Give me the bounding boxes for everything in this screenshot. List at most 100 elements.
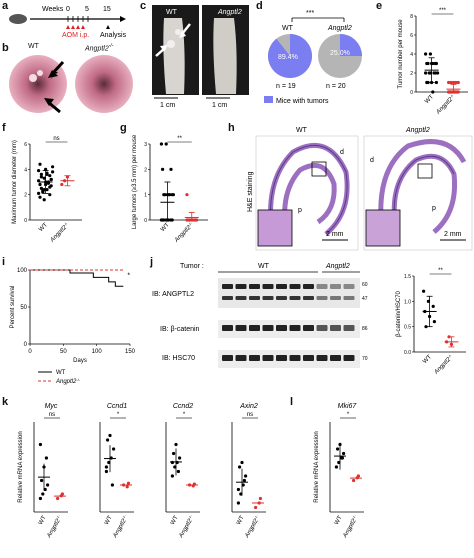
blot-band-angptl2 [343,284,355,289]
data-point-wt [340,456,344,460]
blot-band-hsc70 [330,355,341,361]
blot-band-angptl2 [330,284,341,289]
chart-survival: 0 50 100 0 50 100 150 Percent survival Days * WTAn… [10,268,136,385]
panel-label-c: c [140,0,147,12]
data-point-wt [433,71,437,75]
x-tick-label: WT [422,354,433,365]
sig-label: *** [439,8,447,14]
data-point-ko [454,80,458,85]
y-axis-label: Relative mRNA expression [18,431,24,502]
panel-f: f 0 2 4 6 Maximum tumor diameter (mm) WT Angpt… [0,122,90,252]
data-point-wt [110,483,114,487]
panel-i: i 0 50 100 0 50 100 150 Percent survival Days * WT… [0,256,148,390]
blot-band-beta-catenin [316,325,328,331]
svg-text:60: 60 [362,282,368,288]
svg-text:n = 20: n = 20 [326,83,346,90]
panel-e: e 0 2 4 6 8 Tumor number per mouse WT Angptl2-/… [376,0,474,116]
blot-band-hsc70 [262,355,274,361]
svg-text:d: d [370,157,374,164]
data-point-wt [37,169,41,173]
blot-band-beta-catenin [235,325,247,331]
svg-text:2 mm: 2 mm [326,231,344,238]
x-tick-label: 50 [60,349,67,355]
blot-band-hsc70 [343,355,355,361]
sig-label: ** [438,268,443,274]
histology-images: H&E staining WT Angptl2 d p d p 2 mm 2 m… [247,127,473,251]
blot-band-angptl2-lower [222,296,233,300]
svg-text:Tumor :: Tumor : [180,263,204,270]
data-point-wt [159,142,163,146]
data-point-ko [447,80,451,85]
blot-band-beta-catenin [249,325,260,331]
svg-text:H&E staining: H&E staining [247,171,254,212]
y-axis-label: Large tumors (≥3.5 mm) per mouse [132,134,138,229]
data-point-ko [126,481,130,485]
svg-text:n = 19: n = 19 [276,83,296,90]
panel-label-a: a [2,0,9,12]
aom-label: AOM i.p. [62,32,89,39]
blot-band-angptl2-lower [249,296,260,300]
y-tick-label: 0 [410,90,413,96]
blot-band-hsc70 [289,355,301,361]
panel-label-h: h [228,122,235,134]
data-point-wt [239,492,243,496]
data-point-wt [49,184,53,188]
endoscopy-images [9,55,133,114]
svg-text:Angptl2: Angptl2 [327,25,352,32]
svg-text:1 cm: 1 cm [212,102,227,109]
panel-g: g 0 1 2 3 Large tumors (≥3.5 mm) per mouse WT… [120,122,220,252]
legend-ko: Angptl2-/- [55,377,81,385]
x-tick-label: WT [104,515,114,526]
svg-text:IB: β-catenin: IB: β-catenin [160,326,200,333]
data-point-wt [43,487,47,492]
data-point-wt [38,162,42,166]
blot-band-hsc70 [222,355,233,361]
data-point-wt [342,451,346,456]
data-point-wt [104,469,108,474]
sig-label: * [117,412,120,418]
data-point-ko [456,80,460,85]
data-point-wt [240,460,244,465]
gene-title: Myc [45,403,58,410]
data-point-wt [334,465,338,469]
data-point-ko [125,485,129,489]
data-point-ko [451,80,456,85]
data-point-ko [60,182,64,187]
x-tick-label: 0 [28,349,32,355]
y-tick-label: 0.0 [404,350,411,356]
data-point-wt [436,71,440,75]
panel-b: b WT Angptl2-/- [0,40,140,115]
data-point-wt [45,188,49,192]
gene-title: Mki67 [338,403,358,410]
x-tick-label: Angptl2-/- [172,220,196,244]
panel-l: l Mki67 Relative mRNA expression * WT Angptl… [290,396,390,553]
data-point-wt [422,289,426,293]
panel-label-j: j [150,256,154,268]
data-point-wt [244,474,248,478]
y-axis-label: Relative mRNA expression [314,431,320,502]
data-point-wt [45,171,49,175]
svg-text:15: 15 [103,6,111,13]
data-point-ko [254,505,258,510]
x-tick-label: 100 [92,349,103,355]
x-tick-label: WT [38,222,49,233]
data-point-ko [185,193,189,197]
svg-text:IB: ANGPTL2: IB: ANGPTL2 [152,291,194,298]
x-tick-label: Angptl2-/- [110,513,130,539]
svg-text:2 mm: 2 mm [444,231,462,238]
y-axis-label: Percent survival [10,286,16,329]
data-point-wt [170,474,174,478]
blot-band-beta-catenin [343,325,355,331]
y-tick-label: 1.0 [404,299,411,305]
data-point-wt [44,456,49,460]
blot-band-hsc70 [316,355,328,361]
sig-label: ns [49,412,55,418]
panel-c: c WT Angptl2 1 cm 1 cm [140,0,252,115]
x-tick-label: Angptl2-/- [47,220,71,244]
y-tick-label: 0 [24,218,27,224]
x-tick-label: WT [236,515,246,526]
colon-drawing: WT Angptl2 1 cm 1 cm [154,9,242,109]
x-axis-label: Days [73,358,87,364]
x-tick-label: WT [160,222,171,233]
weeks-label: Weeks [42,6,64,13]
